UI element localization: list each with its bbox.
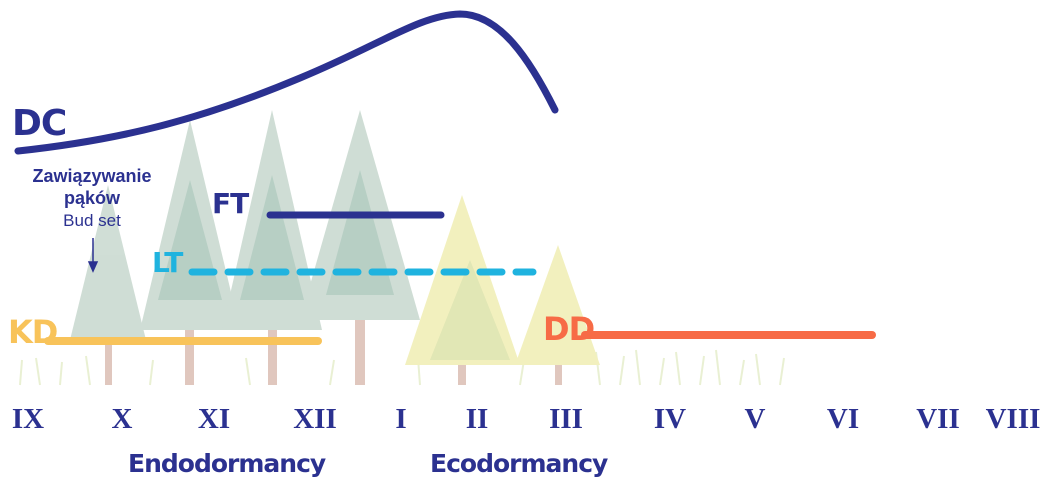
dd-label: DD: [543, 310, 595, 348]
phase-ecodormancy: Ecodormancy: [430, 449, 608, 478]
month-label: VIII: [985, 403, 1041, 435]
bud-set-polish-line1: Zawiązywanie: [32, 166, 152, 186]
dc-label: DC: [12, 103, 67, 144]
month-label: X: [111, 403, 133, 435]
bud-set-polish-line2: pąków: [63, 188, 120, 208]
month-label: IV: [653, 403, 687, 435]
month-label: XII: [293, 403, 337, 435]
month-label: II: [465, 403, 489, 435]
month-label: V: [744, 403, 766, 435]
month-label: IX: [11, 403, 45, 435]
lt-label: LT: [152, 246, 183, 279]
yellow-conifer-tree-icon: [430, 260, 510, 360]
down-arrow-icon: [87, 238, 99, 273]
month-label: III: [549, 403, 583, 435]
month-label: I: [395, 403, 407, 435]
bud-set-english: Bud set: [63, 211, 121, 230]
month-label: VI: [826, 403, 860, 435]
month-label: XI: [197, 403, 231, 435]
ft-label: FT: [212, 187, 249, 220]
phase-endodormancy: Endodormancy: [128, 449, 326, 478]
dc-curve: [14, 10, 559, 155]
month-label: VII: [916, 403, 960, 435]
forest-background: [19, 110, 785, 386]
grass-icon: [19, 349, 785, 386]
kd-label: KD: [8, 313, 58, 351]
